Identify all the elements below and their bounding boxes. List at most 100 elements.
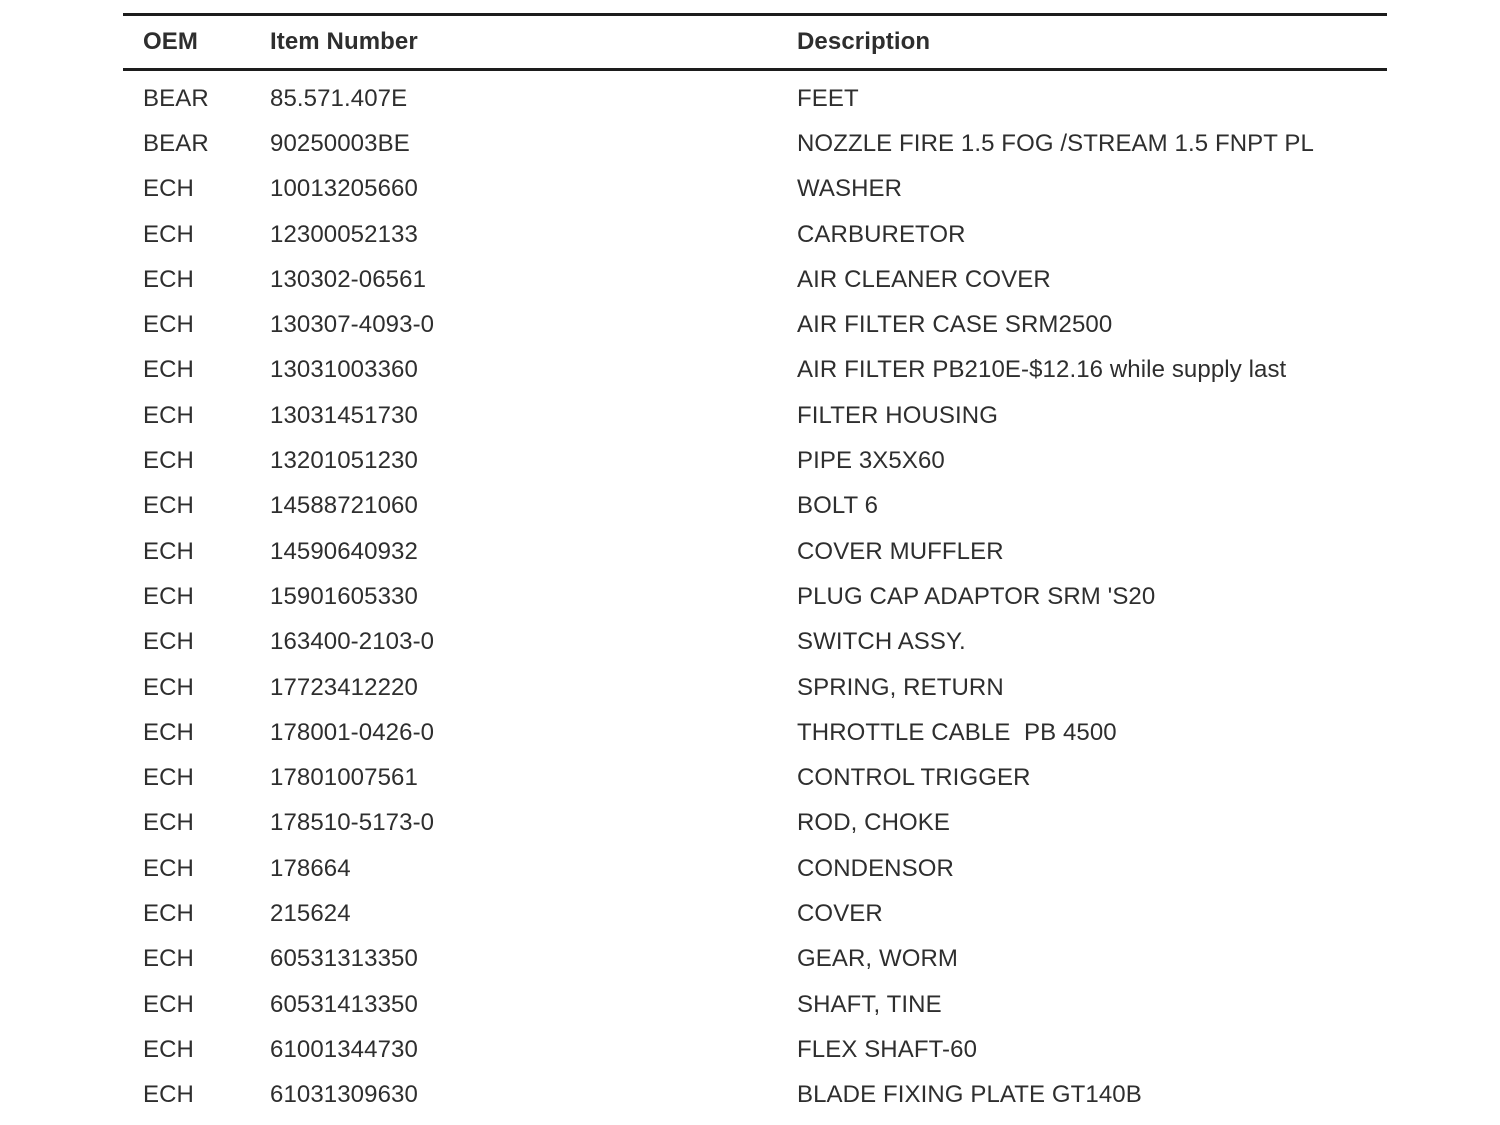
cell-item-number: 61001344730 xyxy=(270,1035,418,1063)
cell-oem: ECH xyxy=(143,447,194,475)
cell-description: FILTER HOUSING xyxy=(797,401,998,429)
cell-description: CARBURETOR xyxy=(797,220,966,248)
header-item-number: Item Number xyxy=(270,28,418,55)
cell-description: CONDENSOR xyxy=(797,854,954,882)
cell-item-number: 60531313350 xyxy=(270,945,418,973)
table-top-rule xyxy=(123,13,1387,16)
cell-item-number: 14590640932 xyxy=(270,537,418,565)
cell-oem: ECH xyxy=(143,718,194,746)
cell-item-number: 178510-5173-0 xyxy=(270,809,435,837)
table-row: ECH 17723412220 SPRING, RETURN xyxy=(123,665,1387,710)
cell-item-number: 130302-06561 xyxy=(270,265,427,293)
cell-description: ROD, CHOKE xyxy=(797,809,951,837)
cell-item-number: 13201051230 xyxy=(270,447,418,475)
cell-oem: ECH xyxy=(143,265,194,293)
cell-oem: ECH xyxy=(143,175,194,203)
table-row: ECH 14588721060 BOLT 6 xyxy=(123,484,1387,529)
table-header-bottom-rule xyxy=(123,68,1387,71)
cell-oem: ECH xyxy=(143,628,194,656)
table-row: ECH 10013205660 WASHER xyxy=(123,167,1387,212)
cell-oem: BEAR xyxy=(143,84,209,112)
cell-oem: ECH xyxy=(143,1035,194,1063)
cell-oem: ECH xyxy=(143,356,194,384)
table-row: ECH 130302-06561 AIR CLEANER COVER xyxy=(123,257,1387,302)
table-row: ECH 12300052133 CARBURETOR xyxy=(123,212,1387,257)
table-row: ECH 13201051230 PIPE 3X5X60 xyxy=(123,438,1387,483)
table-row: ECH 61001344730 FLEX SHAFT-60 xyxy=(123,1027,1387,1072)
cell-item-number: 10013205660 xyxy=(270,175,418,203)
table-row: ECH 13031451730 FILTER HOUSING xyxy=(123,393,1387,438)
table-header-row: OEM Item Number Description xyxy=(123,16,1387,68)
cell-oem: ECH xyxy=(143,537,194,565)
cell-item-number: 130307-4093-0 xyxy=(270,311,435,339)
parts-table: OEM Item Number Description BEAR 85.571.… xyxy=(123,13,1387,1118)
table-row: BEAR 85.571.407E FEET xyxy=(123,76,1387,121)
cell-item-number: 60531413350 xyxy=(270,990,418,1018)
cell-oem: ECH xyxy=(143,899,194,927)
cell-description: PIPE 3X5X60 xyxy=(797,447,945,475)
cell-item-number: 178664 xyxy=(270,854,351,882)
cell-item-number: 13031003360 xyxy=(270,356,418,384)
cell-oem: ECH xyxy=(143,401,194,429)
table-row: ECH 60531413350 SHAFT, TINE xyxy=(123,982,1387,1027)
header-description: Description xyxy=(797,28,931,55)
table-row: ECH 130307-4093-0 AIR FILTER CASE SRM250… xyxy=(123,302,1387,347)
cell-oem: BEAR xyxy=(143,129,209,157)
cell-item-number: 178001-0426-0 xyxy=(270,718,435,746)
table-row: ECH 215624 COVER xyxy=(123,891,1387,936)
cell-item-number: 61031309630 xyxy=(270,1081,418,1109)
cell-description: WASHER xyxy=(797,175,903,203)
table-row: ECH 14590640932 COVER MUFFLER xyxy=(123,529,1387,574)
cell-oem: ECH xyxy=(143,582,194,610)
cell-oem: ECH xyxy=(143,220,194,248)
cell-item-number: 13031451730 xyxy=(270,401,418,429)
cell-description: BLADE FIXING PLATE GT140B xyxy=(797,1081,1142,1109)
cell-description: COVER xyxy=(797,899,883,927)
cell-oem: ECH xyxy=(143,492,194,520)
cell-oem: ECH xyxy=(143,809,194,837)
cell-item-number: 85.571.407E xyxy=(270,84,408,112)
header-oem: OEM xyxy=(143,28,198,55)
cell-item-number: 215624 xyxy=(270,899,351,927)
table-body: BEAR 85.571.407E FEET BEAR 90250003BE NO… xyxy=(123,71,1387,1118)
cell-item-number: 15901605330 xyxy=(270,582,418,610)
cell-description: AIR FILTER CASE SRM2500 xyxy=(797,311,1113,339)
cell-description: AIR FILTER PB210E-$12.16 while supply la… xyxy=(797,356,1287,384)
cell-description: NOZZLE FIRE 1.5 FOG /STREAM 1.5 FNPT PL xyxy=(797,129,1314,157)
cell-oem: ECH xyxy=(143,945,194,973)
cell-item-number: 14588721060 xyxy=(270,492,418,520)
table-row: ECH 17801007561 CONTROL TRIGGER xyxy=(123,755,1387,800)
cell-item-number: 90250003BE xyxy=(270,129,410,157)
cell-oem: ECH xyxy=(143,854,194,882)
cell-description: PLUG CAP ADAPTOR SRM 'S20 xyxy=(797,582,1156,610)
table-row: ECH 61031309630 BLADE FIXING PLATE GT140… xyxy=(123,1073,1387,1118)
cell-oem: ECH xyxy=(143,764,194,792)
cell-oem: ECH xyxy=(143,673,194,701)
cell-description: SHAFT, TINE xyxy=(797,990,942,1018)
cell-item-number: 163400-2103-0 xyxy=(270,628,435,656)
cell-oem: ECH xyxy=(143,990,194,1018)
cell-description: SWITCH ASSY. xyxy=(797,628,966,656)
cell-description: THROTTLE CABLE PB 4500 xyxy=(797,718,1117,746)
cell-description: SPRING, RETURN xyxy=(797,673,1004,701)
cell-description: AIR CLEANER COVER xyxy=(797,265,1051,293)
cell-description: CONTROL TRIGGER xyxy=(797,764,1031,792)
cell-item-number: 12300052133 xyxy=(270,220,418,248)
table-row: ECH 178510-5173-0 ROD, CHOKE xyxy=(123,801,1387,846)
table-row: BEAR 90250003BE NOZZLE FIRE 1.5 FOG /STR… xyxy=(123,121,1387,166)
cell-description: COVER MUFFLER xyxy=(797,537,1004,565)
table-row: ECH 163400-2103-0 SWITCH ASSY. xyxy=(123,620,1387,665)
cell-description: FEET xyxy=(797,84,859,112)
table-row: ECH 15901605330 PLUG CAP ADAPTOR SRM 'S2… xyxy=(123,574,1387,619)
cell-item-number: 17801007561 xyxy=(270,764,418,792)
cell-oem: ECH xyxy=(143,311,194,339)
table-row: ECH 13031003360 AIR FILTER PB210E-$12.16… xyxy=(123,348,1387,393)
cell-oem: ECH xyxy=(143,1081,194,1109)
table-row: ECH 60531313350 GEAR, WORM xyxy=(123,937,1387,982)
table-row: ECH 178664 CONDENSOR xyxy=(123,846,1387,891)
cell-description: BOLT 6 xyxy=(797,492,879,520)
cell-description: GEAR, WORM xyxy=(797,945,958,973)
cell-description: FLEX SHAFT-60 xyxy=(797,1035,978,1063)
table-row: ECH 178001-0426-0 THROTTLE CABLE PB 4500 xyxy=(123,710,1387,755)
cell-item-number: 17723412220 xyxy=(270,673,418,701)
